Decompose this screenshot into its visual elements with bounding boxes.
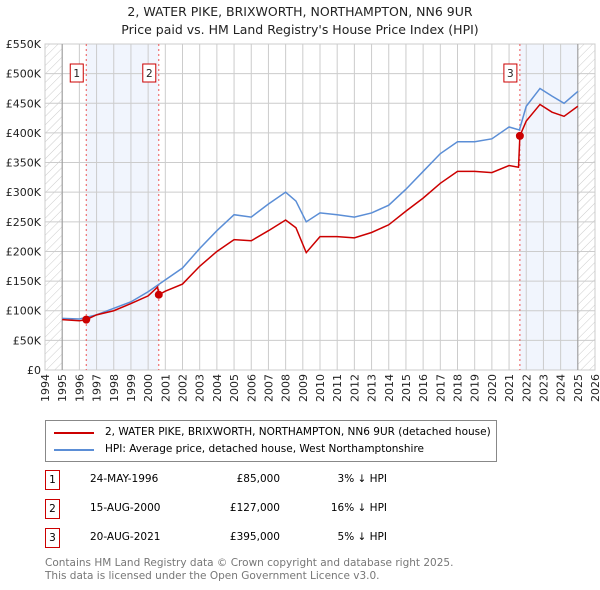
- x-tick-label: 2004: [211, 374, 224, 402]
- x-tick-label: 2010: [314, 374, 327, 402]
- sale-date: 20-AUG-2021: [90, 531, 161, 543]
- y-tick-label: £0: [27, 364, 41, 377]
- plot-border: [44, 43, 596, 371]
- shaded-period: [519, 44, 578, 370]
- shaded-period: [86, 44, 159, 370]
- sale-marker-box: [69, 63, 84, 83]
- x-tick-label: 2024: [555, 374, 568, 402]
- x-tick-label: 2012: [348, 374, 361, 402]
- x-tick-label: 2011: [331, 374, 344, 402]
- y-tick-label: £350K: [6, 157, 42, 170]
- x-tick-label: 2015: [400, 374, 413, 402]
- sale-point: [154, 290, 163, 299]
- x-tick-label: 1997: [91, 374, 104, 402]
- x-tick-label: 1998: [108, 374, 121, 402]
- sale-marker-box: [142, 63, 157, 83]
- sale-row: 3 20-AUG-2021 £395,000 5% ↓ HPI: [45, 528, 445, 548]
- sale-price: £127,000: [229, 502, 280, 514]
- sale-date: 24-MAY-1996: [90, 473, 159, 485]
- sale-row: 2 15-AUG-2000 £127,000 16% ↓ HPI: [45, 499, 445, 519]
- y-tick-label: £400K: [6, 127, 42, 140]
- footer: Contains HM Land Registry data © Crown c…: [45, 557, 453, 583]
- legend: 2, WATER PIKE, BRIXWORTH, NORTHAMPTON, N…: [45, 420, 497, 462]
- x-tick-label: 2019: [469, 374, 482, 402]
- y-tick-label: £500K: [6, 68, 42, 81]
- hatched-region: [577, 44, 595, 370]
- y-tick-label: £50K: [13, 334, 42, 347]
- x-tick-label: 2000: [142, 374, 155, 402]
- x-tick-label: 2020: [486, 374, 499, 402]
- y-tick-label: £250K: [6, 216, 42, 229]
- x-tick-label: 2001: [159, 374, 172, 402]
- x-tick-label: 2025: [572, 374, 585, 402]
- hatched-region: [45, 44, 63, 370]
- legend-label: 2, WATER PIKE, BRIXWORTH, NORTHAMPTON, N…: [105, 426, 491, 438]
- property-price-line: [62, 103, 579, 322]
- x-tick-label: 2026: [589, 374, 600, 402]
- plot-area: 1994 1995 1996 1997 1998 1999 2000 2001 2002 2003…: [6, 38, 600, 402]
- legend-item-property: 2, WATER PIKE, BRIXWORTH, NORTHAMPTON, N…: [54, 426, 491, 439]
- y-tick-label: £550K: [6, 38, 42, 51]
- x-tick-label: 2018: [452, 374, 465, 402]
- x-tick-label: 1994: [39, 374, 52, 402]
- y-tick-label: £150K: [6, 275, 42, 288]
- y-tick-label: £450K: [6, 97, 42, 110]
- sale-marker-box: [503, 63, 518, 83]
- sale-date: 15-AUG-2000: [90, 502, 161, 514]
- legend-swatch: [54, 448, 94, 451]
- sale-point: [515, 131, 524, 140]
- sale-marker-label: 3: [45, 528, 60, 548]
- x-tick-label: 2005: [228, 374, 241, 402]
- x-tick-label: 2021: [503, 374, 516, 402]
- legend-item-hpi: HPI: Average price, detached house, West…: [54, 443, 424, 456]
- x-tick-label: 2014: [383, 374, 396, 402]
- sale-marker-label: 1: [73, 68, 80, 80]
- y-tick-label: £200K: [6, 245, 42, 258]
- footer-line: Contains HM Land Registry data © Crown c…: [45, 557, 454, 569]
- sale-hpi-diff: 16% ↓ HPI: [330, 502, 387, 514]
- y-tick-label: £300K: [6, 186, 42, 199]
- hpi-line: [62, 87, 579, 320]
- sale-price: £395,000: [229, 531, 280, 543]
- x-tick-label: 2006: [245, 374, 258, 402]
- x-tick-label: 2016: [417, 374, 430, 402]
- x-tick-label: 2003: [194, 374, 207, 402]
- x-tick-label: 2002: [177, 374, 190, 402]
- sale-marker-label: 2: [146, 68, 153, 80]
- x-tick-label: 2007: [262, 374, 275, 402]
- x-tick-label: 1996: [73, 374, 86, 402]
- y-tick-label: £100K: [6, 305, 42, 318]
- sale-row: 1 24-MAY-1996 £85,000 3% ↓ HPI: [45, 470, 445, 490]
- sale-marker-label: 1: [45, 470, 60, 490]
- legend-swatch: [54, 431, 94, 434]
- x-tick-label: 2008: [280, 374, 293, 402]
- chart-title: 2, WATER PIKE, BRIXWORTH, NORTHAMPTON, N…: [127, 4, 473, 19]
- x-tick-label: 2017: [434, 374, 447, 402]
- sale-marker-label: 2: [45, 499, 60, 519]
- sale-point: [82, 315, 91, 324]
- x-tick-label: 2022: [520, 374, 533, 402]
- legend-label: HPI: Average price, detached house, West…: [105, 443, 424, 455]
- x-tick-label: 2013: [366, 374, 379, 402]
- x-tick-label: 1995: [56, 374, 69, 402]
- chart-subtitle: Price paid vs. HM Land Registry's House …: [121, 22, 479, 37]
- x-tick-label: 2023: [537, 374, 550, 402]
- footer-line: This data is licensed under the Open Gov…: [45, 570, 380, 582]
- sale-price: £85,000: [236, 473, 280, 485]
- x-tick-label: 2009: [297, 374, 310, 402]
- sale-marker-label: 3: [507, 68, 514, 80]
- sale-hpi-diff: 3% ↓ HPI: [337, 473, 387, 485]
- sale-hpi-diff: 5% ↓ HPI: [337, 531, 387, 543]
- x-tick-label: 1999: [125, 374, 138, 402]
